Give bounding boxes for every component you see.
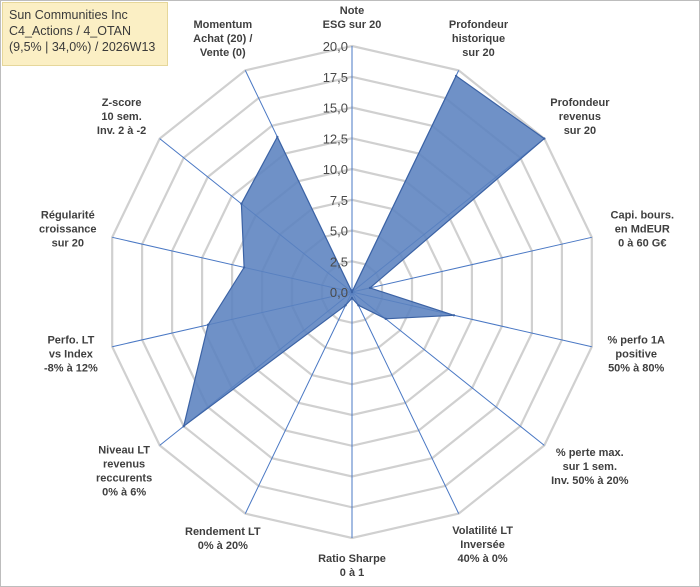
axis-label-line: Achat (20) /: [193, 33, 252, 45]
axis-label-line: reccurents: [96, 473, 152, 485]
axis-label: Perfo. LT vs Index -8% à 12%: [44, 335, 98, 375]
axis-label: % perte max. sur 1 sem. Inv. 50% à 20%: [551, 447, 629, 487]
data-point: [344, 304, 347, 307]
axis-label-line: 10 sem.: [101, 111, 141, 123]
axis-label-line: 0 à 60 G€: [618, 238, 666, 250]
axis-label: Note ESG sur 20: [323, 5, 382, 31]
axis-label-line: Vente (0): [200, 47, 246, 59]
axis-label-line: ESG sur 20: [323, 19, 382, 31]
data-point: [543, 137, 546, 140]
data-point: [276, 135, 279, 139]
r-tick-label: 7,5: [330, 193, 348, 208]
axis-label-line: Perfo. LT: [47, 335, 94, 347]
axis-label-line: sur 20: [52, 238, 84, 250]
axis-label: Volatilité LT Inversée 40% à 0%: [452, 525, 513, 565]
data-point: [350, 296, 354, 300]
axis-label: Niveau LT revenus reccurents 0% à 6%: [96, 445, 152, 499]
axis-label-line: 0 à 1: [340, 567, 364, 579]
axis-label-line: Z-score: [102, 97, 142, 109]
company-name: Sun Communities Inc: [9, 8, 128, 22]
data-point: [454, 74, 458, 78]
axis-label: Z-score 10 sem. Inv. 2 à -2: [97, 97, 146, 137]
axis-label-line: -8% à 12%: [44, 363, 98, 375]
axis-label-line: revenus: [559, 111, 601, 123]
axis-label-line: Profondeur: [449, 19, 509, 31]
data-point: [452, 314, 456, 317]
data-point: [384, 317, 387, 320]
axis-label-line: % perte max.: [556, 447, 624, 459]
axis-label-line: croissance: [39, 224, 96, 236]
axis-label: Momentum Achat (20) / Vente (0): [193, 19, 252, 59]
axis-label-line: Inv. 50% à 20%: [551, 475, 629, 487]
axis-label: % perfo 1A positive 50% à 80%: [607, 335, 665, 375]
axis-label-line: sur 20: [462, 47, 494, 59]
axis-label-line: % perfo 1A: [607, 335, 665, 347]
axis-label-line: 40% à 0%: [458, 553, 508, 565]
axis-label-line: 0% à 20%: [198, 540, 248, 552]
axis-label-line: Momentum: [193, 19, 252, 31]
portfolio-label: C4_Actions / 4_OTAN: [9, 24, 132, 38]
axis-label-line: Régularité: [41, 210, 95, 222]
axis-label: Profondeur revenus sur 20: [550, 97, 610, 137]
axis-label: Profondeur historique sur 20: [449, 19, 509, 59]
r-tick-label: 20,0: [323, 39, 348, 54]
r-tick-label: 2,5: [330, 254, 348, 269]
axis-label: Rendement LT 0% à 20%: [185, 526, 261, 552]
axis-label: Régularité croissance sur 20: [39, 210, 96, 250]
axis-label-line: sur 1 sem.: [563, 461, 617, 473]
axis-label-line: Rendement LT: [185, 526, 261, 538]
axis-label: Capi. bours. en MdEUR 0 à 60 G€: [611, 210, 675, 250]
axis-label-line: historique: [452, 33, 505, 45]
axis-label-line: Ratio Sharpe: [318, 553, 386, 565]
r-tick-label: 0,0: [330, 285, 348, 300]
r-tick-label: 10,0: [323, 162, 348, 177]
axis-spoke: [351, 236, 592, 293]
axis-label-line: Profondeur: [550, 97, 610, 109]
axis-label-line: 50% à 80%: [608, 363, 664, 375]
data-point: [240, 202, 243, 205]
data-point: [368, 286, 372, 290]
r-tick-label: 15,0: [323, 101, 348, 116]
axis-label-line: positive: [615, 349, 657, 361]
axis-label-line: Inversée: [460, 539, 505, 551]
week-label: (9,5% | 34,0%) / 2026W13: [9, 40, 156, 54]
axis-spoke: [244, 291, 353, 514]
axis-label-line: revenus: [103, 459, 145, 471]
axis-label-line: 0% à 6%: [102, 487, 146, 499]
r-tick-label: 12,5: [323, 131, 348, 146]
data-point: [242, 266, 246, 269]
axis-label-line: Note: [340, 5, 364, 17]
data-point: [182, 425, 185, 428]
axis-label-line: en MdEUR: [615, 224, 670, 236]
data-point: [357, 304, 360, 307]
r-tick-label: 5,0: [330, 224, 348, 239]
axis-label: Ratio Sharpe 0 à 1: [318, 553, 386, 579]
axis-label-line: Inv. 2 à -2: [97, 125, 146, 137]
axis-label-line: vs Index: [49, 349, 94, 361]
axis-label-line: Volatilité LT: [452, 525, 513, 537]
axis-label-line: Niveau LT: [98, 445, 150, 457]
axis-label-line: Capi. bours.: [611, 210, 675, 222]
chart-title-box: Sun Communities Inc C4_Actions / 4_OTAN …: [2, 2, 168, 66]
r-tick-label: 17,5: [323, 70, 348, 85]
axis-spoke: [351, 291, 460, 514]
data-point: [206, 323, 210, 326]
axis-label-line: sur 20: [564, 125, 596, 137]
data-point: [350, 290, 354, 294]
